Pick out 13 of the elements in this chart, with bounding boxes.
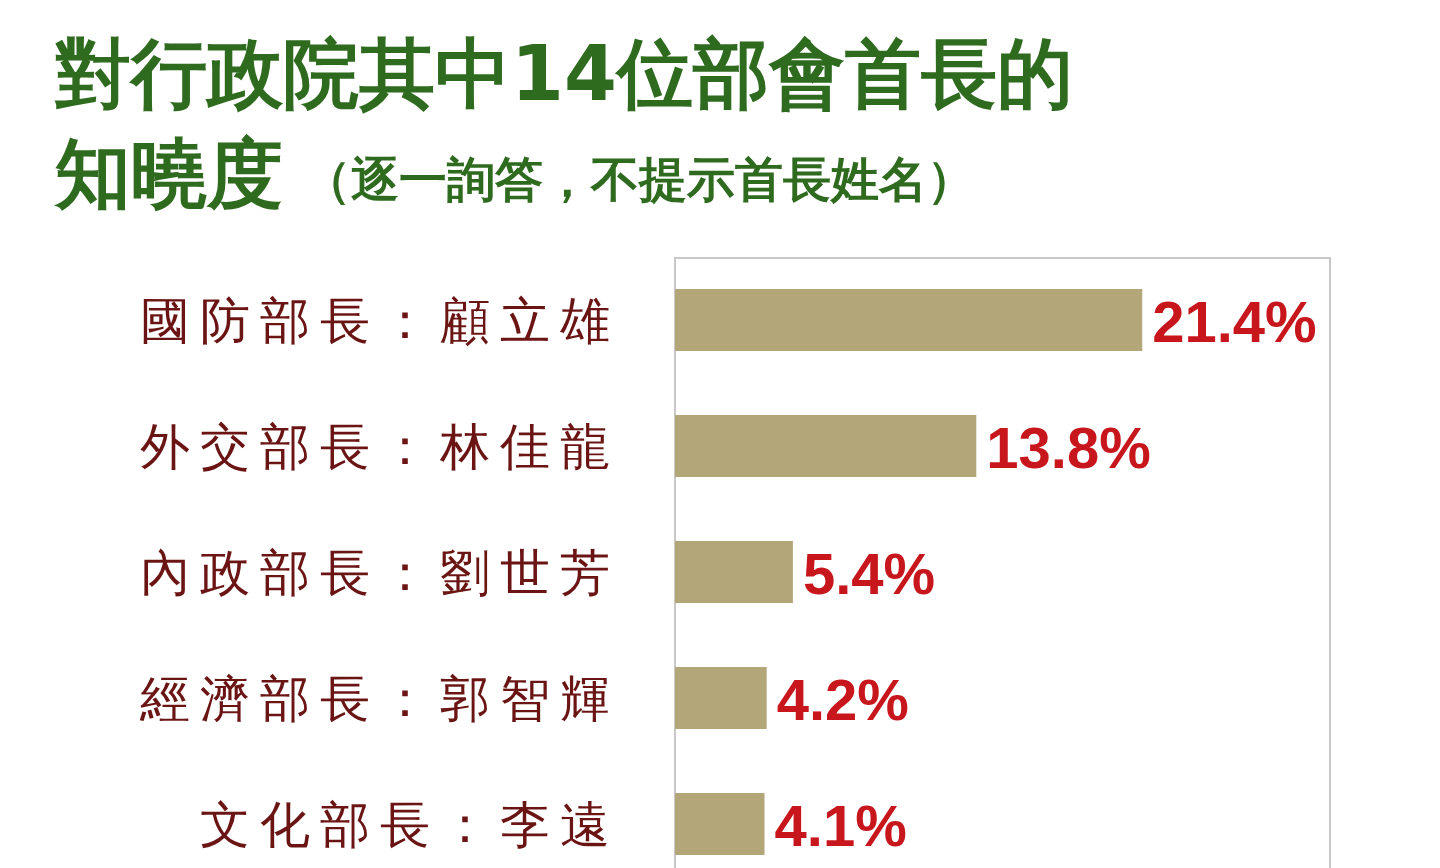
category: 內政部長：劉世芳 (140, 544, 620, 602)
title: 知曉度 (55, 129, 283, 218)
value-label: 21.4% (1152, 289, 1317, 354)
category: 文化部長：李遠 (200, 796, 620, 854)
category: 外交部長：林佳龍 (140, 418, 620, 476)
subtitle: （逐一詢答，不提示首長姓名） (303, 151, 975, 207)
title: 對行政院其中14位部會首長的 (55, 29, 1073, 118)
value-label: 4.2% (776, 667, 909, 732)
category: 國防部長：顧立雄 (140, 292, 620, 350)
category: 經濟部長：郭智輝 (140, 670, 620, 728)
value-label: 5.4% (802, 541, 936, 606)
value-label: 13.8% (986, 415, 1151, 480)
value-label: 4.1% (774, 793, 907, 858)
